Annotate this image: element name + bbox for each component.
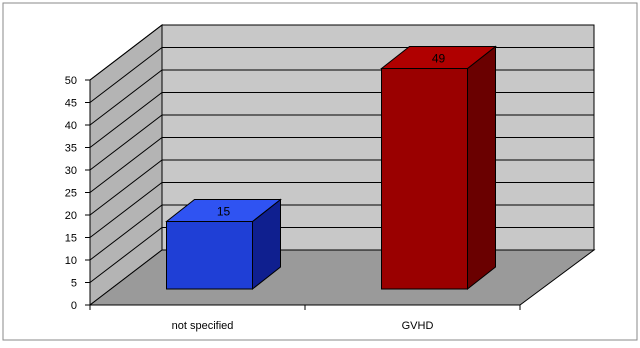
y-tick-label: 25 bbox=[65, 188, 77, 200]
y-tick-label: 45 bbox=[65, 98, 77, 110]
y-tick-label: 5 bbox=[71, 278, 77, 290]
x-tick-label: not specified bbox=[172, 320, 234, 332]
y-tick-labels: 0 5 10 15 20 25 30 35 40 45 50 bbox=[65, 75, 77, 312]
y-tick-label: 20 bbox=[65, 210, 77, 222]
data-label: 15 bbox=[217, 205, 231, 219]
y-tick-label: 15 bbox=[65, 233, 77, 245]
y-tick-label: 40 bbox=[65, 120, 77, 132]
floor-plane bbox=[88, 249, 596, 306]
axes bbox=[85, 79, 521, 310]
data-label: 49 bbox=[432, 52, 446, 66]
bar-gvhd bbox=[381, 68, 468, 290]
y-tick-label: 30 bbox=[65, 165, 77, 177]
bars bbox=[165, 45, 497, 291]
x-tick-label: GVHD bbox=[402, 320, 434, 332]
x-tick-labels: not specified GVHD bbox=[172, 320, 434, 332]
y-tick-label: 0 bbox=[71, 300, 77, 312]
y-tick-label: 10 bbox=[65, 255, 77, 267]
y-tick-label: 35 bbox=[65, 143, 77, 155]
chart-floor bbox=[88, 249, 596, 306]
y-tick-label: 50 bbox=[65, 75, 77, 87]
bar-gvhd-side bbox=[467, 45, 496, 291]
gridline bbox=[89, 24, 594, 81]
bar-not-specified bbox=[166, 221, 253, 290]
